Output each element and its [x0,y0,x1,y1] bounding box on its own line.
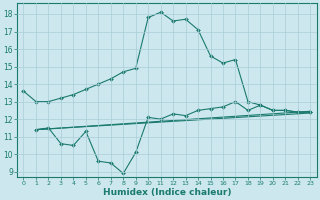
X-axis label: Humidex (Indice chaleur): Humidex (Indice chaleur) [103,188,231,197]
